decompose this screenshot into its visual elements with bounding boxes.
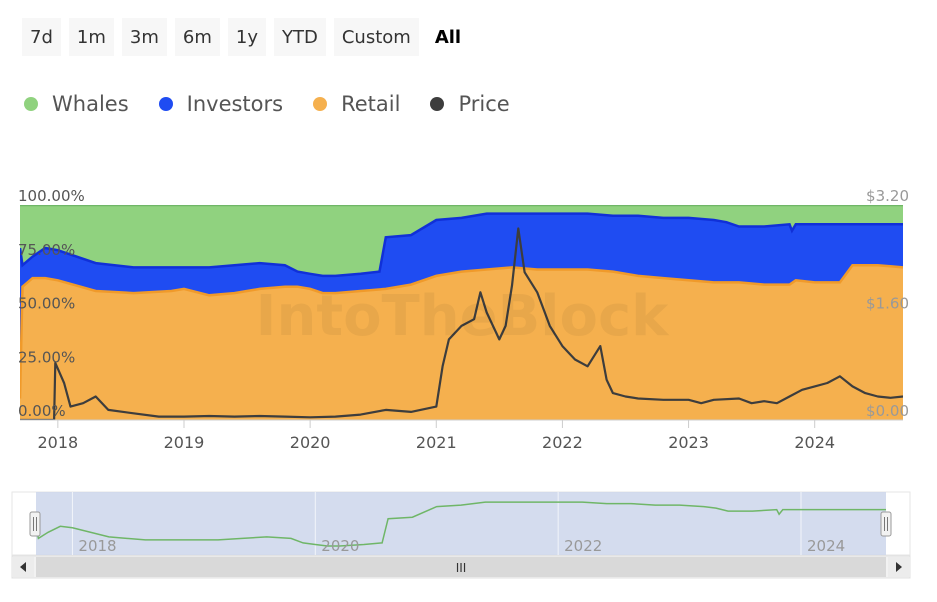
navigator-x-label: 2018	[78, 537, 116, 555]
watermark: IntoTheBlock	[256, 284, 671, 349]
legend-label: Whales	[52, 92, 129, 116]
legend-item-retail[interactable]: Retail	[313, 92, 400, 116]
x-tick-label: 2018	[37, 433, 78, 452]
legend-dot-icon	[24, 97, 38, 111]
area-retail	[20, 265, 903, 420]
legend-dot-icon	[158, 97, 173, 111]
y-left-tick-label: 75.00%	[18, 241, 75, 259]
scrollbar-grip-icon: III	[456, 561, 467, 575]
range-button-all[interactable]: All	[426, 18, 470, 56]
scroll-left-arrow-icon[interactable]	[12, 557, 34, 577]
range-button-6m[interactable]: 6m	[174, 18, 220, 56]
navigator-series-line	[35, 501, 886, 547]
navigator-selected-range[interactable]	[36, 492, 886, 555]
legend-item-investors[interactable]: Investors	[158, 92, 284, 116]
range-button-3m[interactable]: 3m	[121, 18, 167, 56]
legend-item-price[interactable]: Price	[430, 92, 510, 116]
range-button-1y[interactable]: 1y	[227, 18, 266, 56]
y-left-tick-label: 25.00%	[18, 348, 75, 366]
navigator-x-label: 2024	[807, 537, 845, 555]
y-right-tick-label: $1.60	[866, 295, 909, 313]
area-edge-investors	[20, 212, 903, 278]
range-button-custom[interactable]: Custom	[333, 18, 419, 56]
y-left-tick-label: 100.00%	[18, 187, 85, 205]
legend-dot-icon	[313, 97, 328, 111]
legend: Whales Investors Retail Price	[24, 92, 540, 116]
legend-label: Investors	[186, 92, 284, 116]
area-edge-retail	[20, 263, 903, 399]
navigator-left-handle[interactable]	[29, 511, 41, 537]
range-button-1m[interactable]: 1m	[68, 18, 114, 56]
navigator-x-label: 2022	[564, 537, 602, 555]
y-left-tick-label: 50.00%	[18, 295, 75, 313]
range-selector: 7d 1m 3m 6m 1y YTD Custom All	[22, 18, 470, 56]
legend-dot-icon	[430, 97, 445, 111]
price-line	[20, 227, 903, 420]
legend-label: Retail	[341, 92, 401, 116]
y-left-tick-label: 0.00%	[18, 402, 66, 420]
x-tick-label: 2019	[164, 433, 205, 452]
navigator[interactable]: 2018 2020 2022 2024	[11, 491, 911, 556]
range-button-7d[interactable]: 7d	[22, 18, 61, 56]
navigator-right-handle[interactable]	[880, 511, 892, 537]
x-tick-label: 2021	[416, 433, 457, 452]
x-tick-label: 2023	[668, 433, 709, 452]
y-right-tick-label: $3.20	[866, 187, 909, 205]
x-tick-label: 2024	[794, 433, 835, 452]
range-button-ytd[interactable]: YTD	[274, 18, 326, 56]
y-right-tick-label: $0.00	[866, 402, 909, 420]
legend-item-whales[interactable]: Whales	[24, 92, 129, 116]
x-tick-label: 2022	[542, 433, 583, 452]
legend-label: Price	[458, 92, 510, 116]
navigator-x-label: 2020	[321, 537, 359, 555]
scrollbar[interactable]: III	[11, 555, 911, 579]
scroll-right-arrow-icon[interactable]	[888, 557, 910, 577]
x-tick-label: 2020	[290, 433, 331, 452]
scrollbar-thumb[interactable]	[36, 557, 886, 577]
